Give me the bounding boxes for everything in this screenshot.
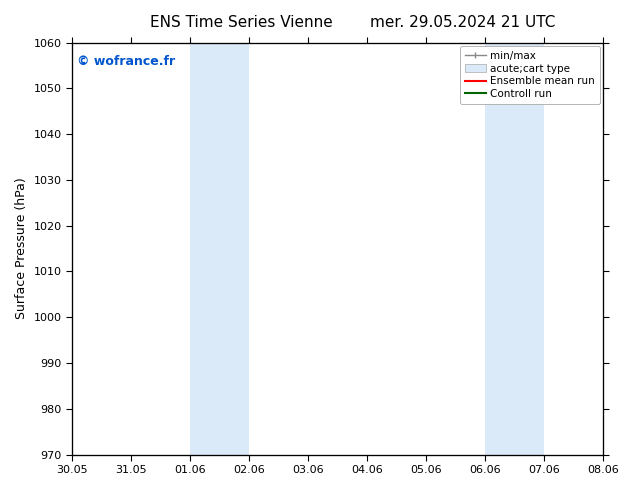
Bar	[219, 43, 249, 455]
Text: © wofrance.fr: © wofrance.fr	[77, 55, 176, 68]
Legend: min/max, acute;cart type, Ensemble mean run, Controll run: min/max, acute;cart type, Ensemble mean …	[460, 46, 600, 104]
Bar	[515, 43, 544, 455]
Text: ENS Time Series Vienne: ENS Time Series Vienne	[150, 15, 332, 30]
Y-axis label: Surface Pressure (hPa): Surface Pressure (hPa)	[15, 178, 28, 319]
Bar	[190, 43, 219, 455]
Text: mer. 29.05.2024 21 UTC: mer. 29.05.2024 21 UTC	[370, 15, 555, 30]
Bar	[485, 43, 515, 455]
